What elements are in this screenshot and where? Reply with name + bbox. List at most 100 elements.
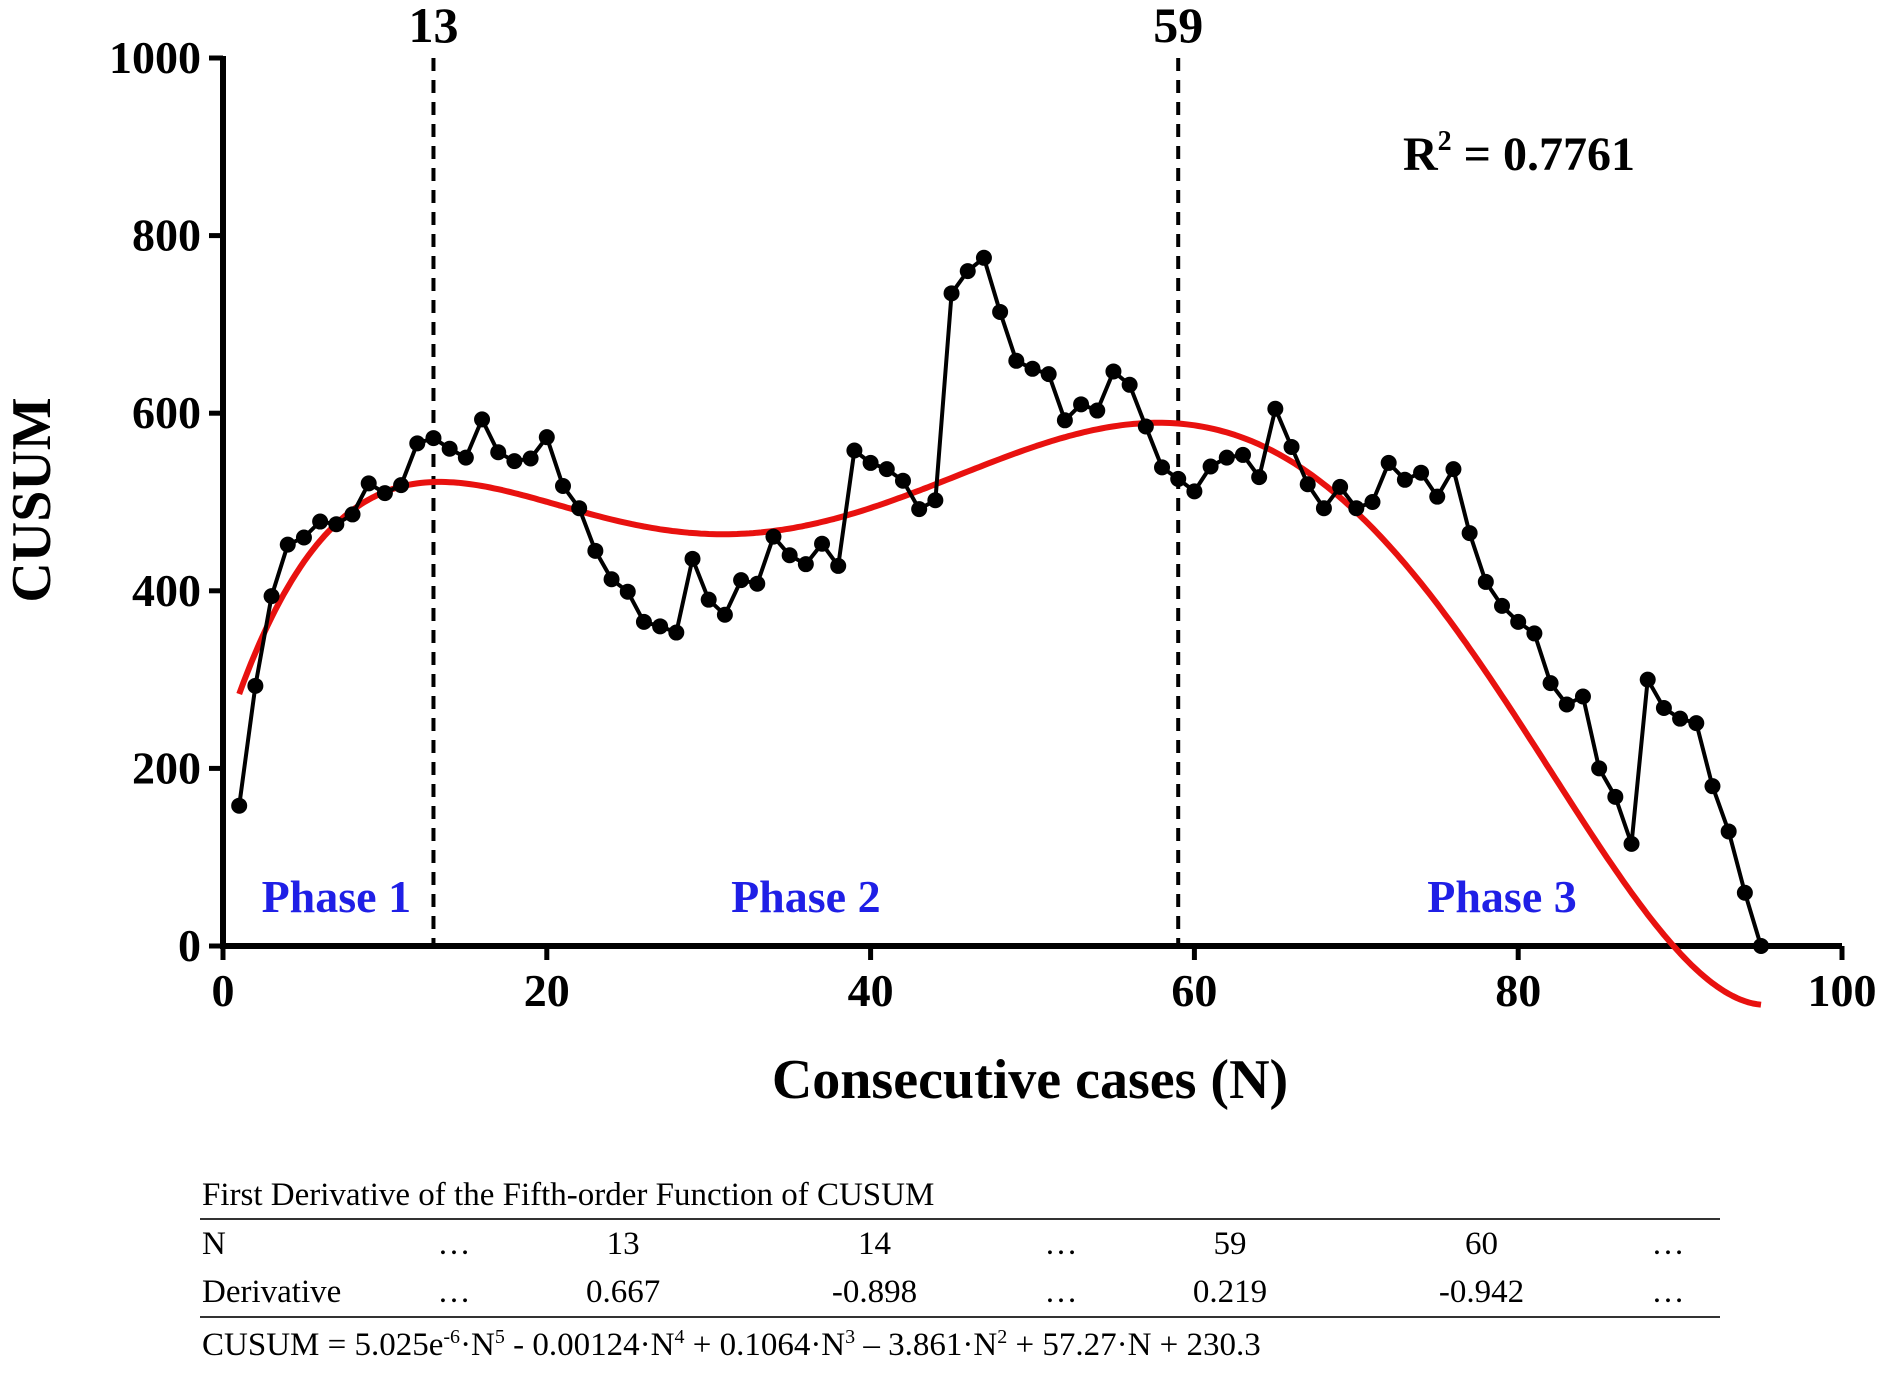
fit-curve <box>236 419 1762 1008</box>
phase-label: Phase 1 <box>262 871 412 922</box>
axes: 0 200 400 600 800 1000 0 20 40 60 80 100 <box>109 32 1877 1016</box>
data-point <box>506 453 523 470</box>
phase-labels: Phase 1 Phase 2 Phase 3 <box>262 871 1577 922</box>
data-point <box>1574 688 1591 705</box>
x-tick-label: 40 <box>848 965 894 1016</box>
data-point <box>1655 700 1672 717</box>
data-point <box>635 613 652 630</box>
table-cell: 14 <box>858 1225 892 1262</box>
data-point <box>846 442 863 459</box>
data-point <box>441 440 458 457</box>
formula-part: + 0.1064·N <box>684 1327 846 1363</box>
data-point <box>1736 884 1753 901</box>
data-point <box>619 583 636 600</box>
table-bottom-rule <box>200 1316 1720 1318</box>
x-tick-label: 60 <box>1171 965 1217 1016</box>
data-point <box>1056 412 1073 429</box>
data-point <box>1073 396 1090 413</box>
data-point <box>1542 675 1559 692</box>
data-point <box>522 450 539 467</box>
data-point <box>1688 715 1705 732</box>
data-point <box>295 529 312 546</box>
data-point <box>992 303 1009 320</box>
data-point <box>700 591 717 608</box>
cusum-chart: 0 200 400 600 800 1000 0 20 40 60 80 100 13 59 CUSUM… <box>1 0 1877 1111</box>
table-cell: Derivative <box>202 1273 342 1310</box>
data-point <box>862 454 879 471</box>
data-point <box>263 588 280 605</box>
formula-part: CUSUM = 5.025e <box>202 1327 444 1363</box>
table-row-n: N … 13 14 … 59 60 … <box>200 1220 1720 1268</box>
vertical-marker-label: 13 <box>408 0 458 53</box>
data-point <box>781 547 798 564</box>
r2-superscript: 2 <box>1438 126 1452 157</box>
data-point <box>814 535 831 552</box>
data-point <box>684 550 701 567</box>
data-point <box>894 472 911 489</box>
data-point <box>1558 696 1575 713</box>
data-point <box>1299 476 1316 493</box>
data-point <box>1672 710 1689 727</box>
data-point <box>1154 459 1171 476</box>
formula-exponent: 2 <box>997 1326 1008 1348</box>
y-axis-label: CUSUM <box>1 397 63 602</box>
table-cell: 13 <box>606 1225 640 1262</box>
data-point <box>1202 458 1219 475</box>
data-point <box>975 249 992 266</box>
data-point <box>344 506 361 523</box>
table-cell: 0.219 <box>1192 1273 1268 1310</box>
data-point <box>247 677 264 694</box>
table-caption: First Derivative of the Fifth-order Func… <box>202 1177 935 1213</box>
y-tick-label: 0 <box>178 920 201 971</box>
phase-divider-lines: 13 59 <box>408 0 1203 946</box>
table-cell: … <box>1044 1273 1078 1310</box>
vertical-marker-label: 59 <box>1153 0 1203 53</box>
formula-exponent: -6 <box>443 1326 461 1348</box>
formula-exponent: 4 <box>674 1326 685 1348</box>
data-point <box>830 557 847 574</box>
cusum-line <box>237 255 1763 947</box>
data-point <box>360 475 377 492</box>
data-point <box>716 606 733 623</box>
x-tick-label: 80 <box>1495 965 1541 1016</box>
data-point <box>571 500 588 517</box>
data-point <box>231 797 248 814</box>
data-point <box>1186 483 1203 500</box>
table-cell: … <box>1651 1273 1685 1310</box>
data-point <box>409 435 426 452</box>
data-point <box>1283 438 1300 455</box>
data-point <box>765 528 782 545</box>
data-point <box>1477 573 1494 590</box>
data-point <box>797 556 814 573</box>
data-point <box>1413 464 1430 481</box>
data-point <box>1396 471 1413 488</box>
data-point <box>1137 418 1154 435</box>
table-top-rule <box>200 1218 1720 1220</box>
data-point <box>1008 352 1025 369</box>
data-point <box>1267 400 1284 417</box>
y-tick-label: 1000 <box>109 32 201 83</box>
data-point <box>1105 363 1122 380</box>
data-point <box>927 492 944 509</box>
derivative-table: N … 13 14 … 59 60 … Derivative … 0.667 -… <box>200 1220 1720 1316</box>
data-point <box>490 444 507 461</box>
y-tick-label: 800 <box>132 210 201 261</box>
data-point <box>911 501 928 518</box>
data-point <box>1251 469 1268 486</box>
data-point <box>668 624 685 641</box>
y-tick-label: 600 <box>132 387 201 438</box>
data-point <box>1753 938 1770 954</box>
data-point <box>1607 788 1624 805</box>
data-point <box>603 571 620 588</box>
data-point <box>554 478 571 495</box>
data-point <box>1720 823 1737 840</box>
data-point <box>1121 376 1138 393</box>
table-cell: … <box>1651 1225 1685 1262</box>
data-point <box>328 516 345 533</box>
data-point <box>652 618 669 635</box>
data-point <box>1494 597 1511 614</box>
data-point <box>393 477 410 494</box>
derivative-table-section: First Derivative of the Fifth-order Func… <box>200 1172 1720 1364</box>
data-point <box>1380 454 1397 471</box>
data-point <box>1315 500 1332 517</box>
